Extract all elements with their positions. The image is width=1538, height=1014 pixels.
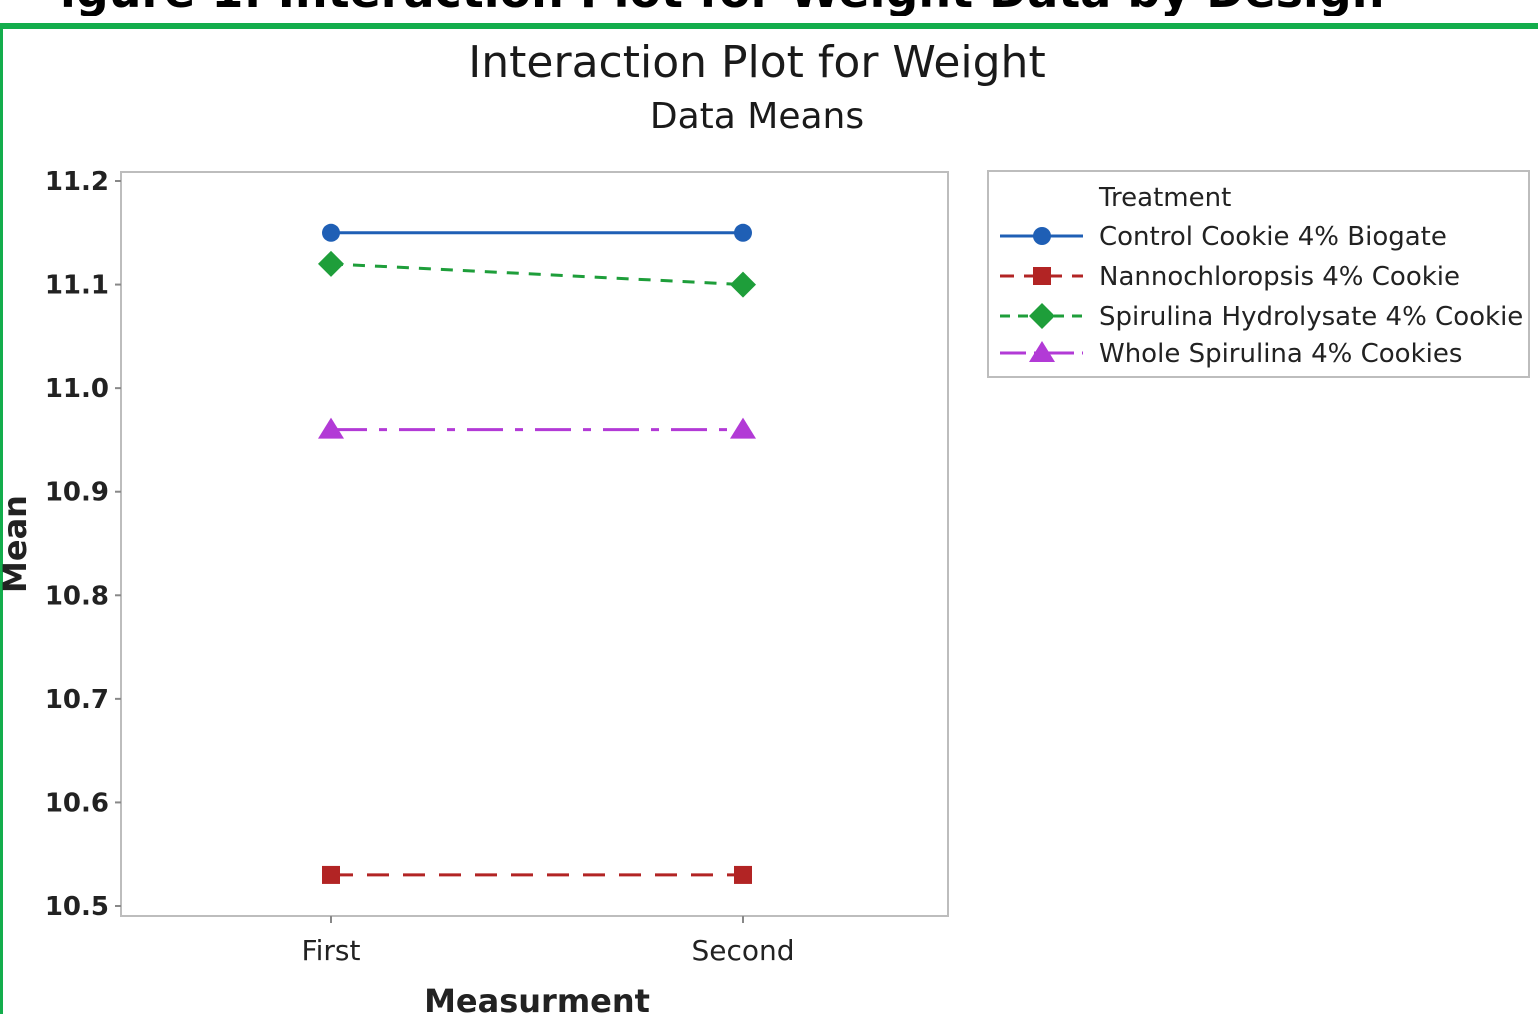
- series-line: [330, 262, 744, 287]
- x-tick-label: Second: [691, 934, 794, 967]
- legend-marker: [1029, 303, 1055, 329]
- legend-label: Control Cookie 4% Biogate: [1099, 222, 1447, 252]
- series-0: [322, 223, 752, 242]
- y-tick-label: 10.5: [45, 892, 109, 922]
- y-tick-label: 11.0: [45, 374, 109, 404]
- legend-box: [987, 170, 1530, 378]
- legend-marker: [1029, 341, 1055, 362]
- data-point: [730, 417, 756, 439]
- legend-marker: [1033, 267, 1051, 285]
- legend-title: Treatment: [1098, 183, 1231, 213]
- y-tick-label: 10.6: [45, 788, 109, 818]
- data-point: [318, 417, 344, 439]
- chart-title: Interaction Plot for Weight: [468, 37, 1045, 88]
- y-tick-label: 10.7: [45, 685, 109, 715]
- data-point: [322, 865, 340, 884]
- x-tick-label: First: [302, 934, 361, 967]
- series-2: [318, 250, 756, 298]
- legend-entry: Control Cookie 4% Biogate: [1000, 222, 1447, 252]
- y-tick-label: 10.8: [45, 581, 109, 611]
- y-tick-label: 11.1: [45, 271, 109, 301]
- chart-subtitle: Data Means: [650, 96, 864, 137]
- legend: Treatment Control Cookie 4% Biogate Nanno…: [987, 170, 1530, 378]
- data-point: [322, 223, 340, 242]
- legend-entry: Whole Spirulina 4% Cookies: [1000, 339, 1462, 369]
- plot-area: [120, 171, 949, 917]
- data-point: [318, 250, 344, 277]
- y-tick-label: 10.9: [45, 478, 109, 508]
- legend-entries: Control Cookie 4% Biogate Nannochloropsis…: [1000, 222, 1523, 369]
- y-axis: 10.5 10.6 10.7 10.8 10.9 11.0 11.1 11.2: [45, 167, 121, 922]
- legend-entry: Nannochloropsis 4% Cookie: [1000, 262, 1460, 292]
- y-axis-label: Mean: [0, 495, 34, 593]
- data-point: [730, 271, 756, 298]
- series-layer: [318, 223, 756, 884]
- data-point: [734, 865, 752, 884]
- legend-marker: [1033, 227, 1051, 245]
- x-axis-label: Measurment: [424, 982, 650, 1014]
- series-3: [318, 417, 756, 439]
- series-1: [322, 865, 752, 884]
- x-axis: First Second: [302, 916, 795, 967]
- legend-label: Whole Spirulina 4% Cookies: [1099, 339, 1462, 369]
- legend-entry: Spirulina Hydrolysate 4% Cookie: [1000, 302, 1523, 332]
- legend-label: Nannochloropsis 4% Cookie: [1099, 262, 1460, 292]
- chart-frame: [0, 23, 1538, 1014]
- data-point: [734, 223, 752, 242]
- legend-label: Spirulina Hydrolysate 4% Cookie: [1099, 302, 1523, 332]
- y-tick-label: 11.2: [45, 167, 109, 197]
- page-heading-fragment: igure 1: Interaction Plot for Weight Dat…: [60, 0, 1500, 16]
